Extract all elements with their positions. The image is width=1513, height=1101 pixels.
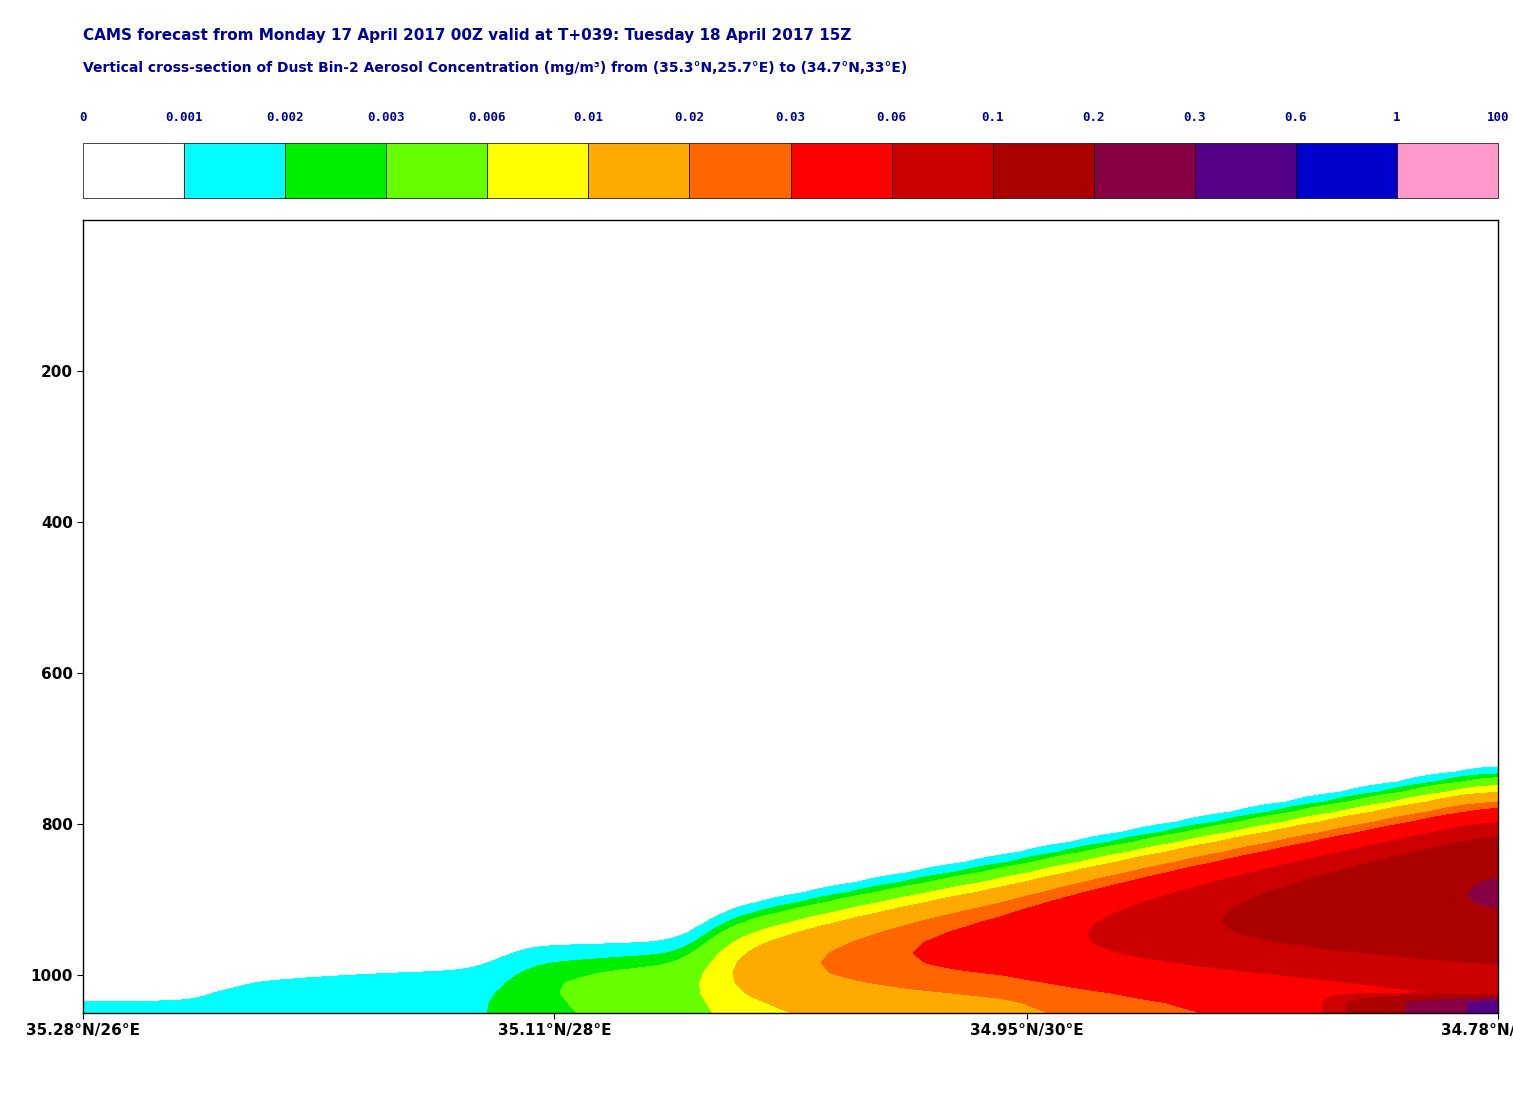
Bar [589, 143, 690, 198]
Text: 0.06: 0.06 [876, 111, 906, 124]
Text: 0.01: 0.01 [573, 111, 604, 124]
Bar [487, 143, 589, 198]
Bar [185, 143, 286, 198]
Bar [791, 143, 891, 198]
Text: 1: 1 [1393, 111, 1401, 124]
Text: Vertical cross-section of Dust Bin-2 Aerosol Concentration (mg/m³) from (35.3°N,: Vertical cross-section of Dust Bin-2 Aer… [83, 61, 908, 75]
Bar [83, 143, 185, 198]
Bar [1195, 143, 1295, 198]
Text: 100: 100 [1487, 111, 1508, 124]
Text: 0.2: 0.2 [1082, 111, 1104, 124]
Bar [1295, 143, 1396, 198]
Text: 0.02: 0.02 [675, 111, 705, 124]
Text: 0.3: 0.3 [1183, 111, 1206, 124]
Text: 0.03: 0.03 [776, 111, 805, 124]
Text: 0.002: 0.002 [266, 111, 304, 124]
Bar [386, 143, 487, 198]
Bar [1396, 143, 1498, 198]
Text: 0.1: 0.1 [982, 111, 1005, 124]
Bar [1094, 143, 1195, 198]
Text: 0: 0 [80, 111, 86, 124]
Text: 0.003: 0.003 [368, 111, 405, 124]
Text: 0.006: 0.006 [469, 111, 507, 124]
Bar [993, 143, 1094, 198]
Text: 0.001: 0.001 [165, 111, 203, 124]
Bar [690, 143, 791, 198]
Text: CAMS forecast from Monday 17 April 2017 00Z valid at T+039: Tuesday 18 April 201: CAMS forecast from Monday 17 April 2017 … [83, 28, 852, 43]
Bar [286, 143, 386, 198]
Bar [891, 143, 993, 198]
Text: 0.6: 0.6 [1285, 111, 1307, 124]
